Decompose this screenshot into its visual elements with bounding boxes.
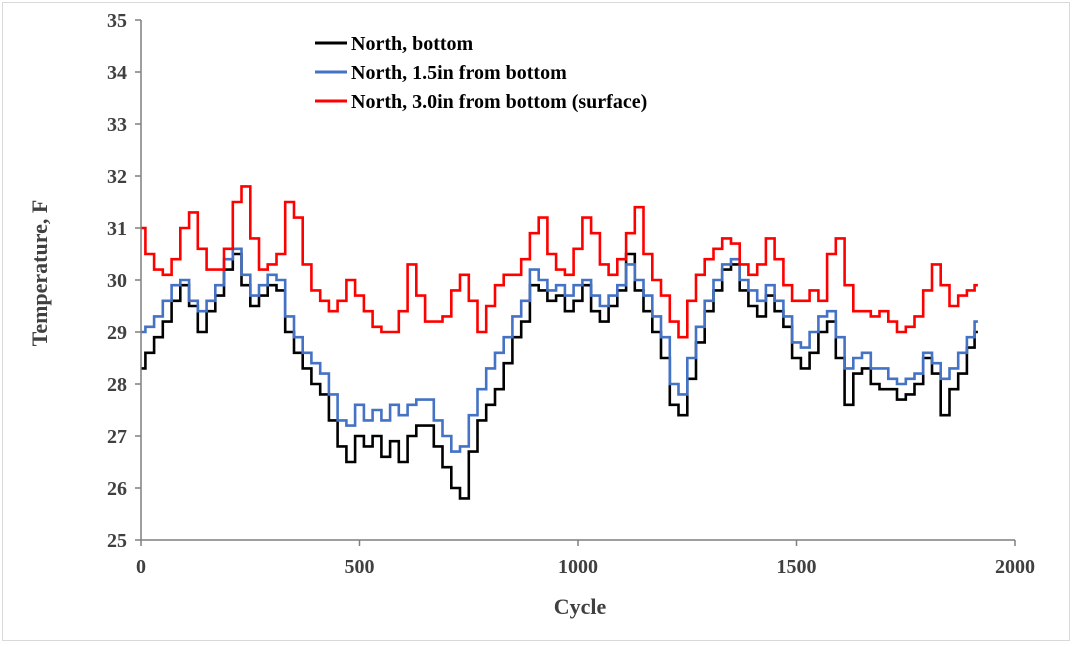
y-tick-label: 25 — [107, 530, 127, 552]
y-tick-label: 28 — [107, 374, 127, 396]
y-tick-label: 35 — [107, 10, 127, 32]
y-tick-label: 34 — [107, 62, 127, 84]
x-tick-label: 500 — [345, 556, 375, 578]
series-line-2 — [141, 247, 978, 453]
y-axis-title: Temperature, F — [27, 200, 52, 347]
legend-label: North, 1.5in from bottom — [351, 62, 567, 84]
legend-label: North, 3.0in from bottom (surface) — [351, 91, 647, 113]
x-axis-title: Cycle — [554, 594, 607, 619]
plot-area — [141, 185, 978, 500]
series-line-1 — [141, 252, 978, 500]
y-tick-label: 27 — [107, 426, 127, 448]
y-tick-label: 29 — [107, 322, 127, 344]
line-chart: 25 26 27 28 29 30 31 32 33 34 35 0 500 1000 1500 2000 C… — [27, 10, 1035, 619]
x-tick-label: 1500 — [777, 556, 817, 578]
y-tick-label: 30 — [107, 270, 127, 292]
y-tick-label: 26 — [107, 478, 127, 500]
y-tick-label: 32 — [107, 166, 127, 188]
x-tick-label: 2000 — [995, 556, 1035, 578]
x-tick-label: 1000 — [558, 556, 598, 578]
y-tick-label: 33 — [107, 114, 127, 136]
x-tick-label: 0 — [136, 556, 146, 578]
series-line-3 — [141, 185, 978, 339]
y-tick-label: 31 — [107, 218, 127, 240]
tick-labels: 25 26 27 28 29 30 31 32 33 34 35 0 500 1000 1500 2000 — [107, 10, 1035, 578]
legend: North, bottom North, 1.5in from bottom Nor… — [315, 33, 647, 113]
legend-label: North, bottom — [351, 33, 474, 55]
